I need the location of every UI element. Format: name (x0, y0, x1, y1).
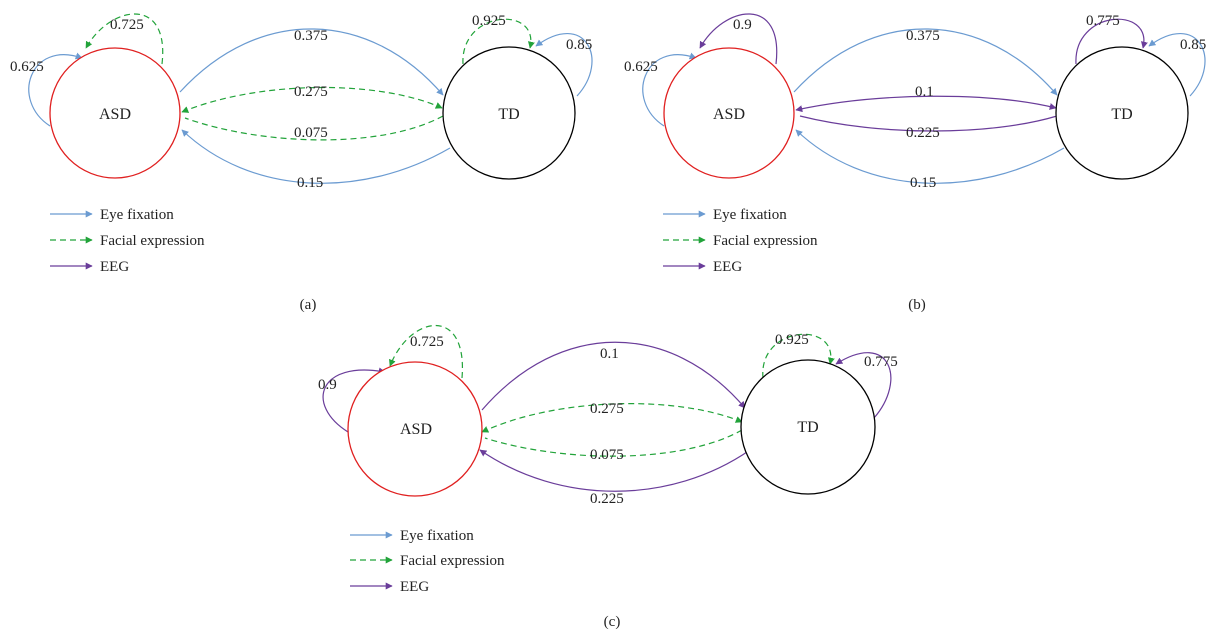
edge-asd-td-eye (179, 28, 444, 96)
edge-td-asd-facial (184, 115, 444, 141)
panel-caption: (b) (908, 297, 926, 313)
edge-label: 0.275 (294, 84, 328, 100)
edge-label: 0.15 (297, 175, 323, 191)
td-node (740, 359, 876, 495)
edge-label: 0.375 (906, 28, 940, 44)
legend-label-eye: Eye fixation (100, 207, 174, 223)
asd-node-label: ASD (99, 106, 131, 123)
edge-label: 0.85 (566, 37, 592, 53)
edge-asd-td-eeg (795, 95, 1057, 113)
edge-td-self-facial (462, 18, 535, 65)
edge-td-asd-eeg (799, 115, 1058, 132)
edge-label: 0.225 (590, 491, 624, 507)
legend-label-eye: Eye fixation (713, 207, 787, 223)
edge-label: 0.775 (1086, 13, 1120, 29)
asd-node-label: ASD (713, 106, 745, 123)
edge-label: 0.9 (318, 377, 337, 393)
edge-label: 0.9 (733, 17, 752, 33)
edge-asd-td-eye (793, 28, 1058, 96)
edge-label: 0.85 (1180, 37, 1206, 53)
edge-label: 0.1 (915, 84, 934, 100)
asd-node (49, 47, 181, 179)
td-node (442, 46, 576, 180)
edge-label: 0.625 (10, 59, 44, 75)
edge-label: 0.625 (624, 59, 658, 75)
panel-c: ASD TD 0.9 0.725 0.925 0.775 0.1 0.275 0… (318, 324, 898, 630)
edge-label: 0.775 (864, 354, 898, 370)
edge-td-self-eye (535, 32, 593, 97)
edge-label: 0.725 (110, 17, 144, 33)
legend: Eye fixation Facial expression EEG (350, 528, 505, 595)
panel-b: ASD TD 0.625 0.9 0.775 0.85 0.375 0.1 0.… (624, 13, 1206, 313)
edge-label: 0.275 (590, 401, 624, 417)
asd-node (663, 47, 795, 179)
edge-asd-self-eye (28, 52, 83, 127)
edge-label: 0.15 (910, 175, 936, 191)
td-node-label: TD (797, 419, 818, 436)
edge-asd-self-facial (85, 13, 164, 65)
edge-asd-td-facial (181, 86, 443, 113)
legend-label-eeg: EEG (713, 259, 742, 275)
panel-caption: (c) (604, 614, 621, 630)
edge-label: 0.925 (472, 13, 506, 29)
edge-label: 0.1 (600, 346, 619, 362)
legend-label-eeg: EEG (400, 579, 429, 595)
edge-td-self-eeg (1075, 18, 1148, 65)
edge-asd-td-eeg (481, 341, 746, 411)
edge-td-asd-eye (181, 129, 451, 184)
edge-label: 0.075 (294, 125, 328, 141)
edge-asd-td-facial (481, 403, 743, 433)
panel-caption: (a) (300, 297, 317, 313)
edge-label: 0.225 (906, 125, 940, 141)
panel-a: ASD TD 0.625 0.725 0.925 0.85 0.375 0.27… (10, 13, 593, 313)
legend-label-facial: Facial expression (713, 233, 818, 249)
td-node (1055, 46, 1189, 180)
edge-asd-self-eeg (322, 367, 386, 433)
edge-td-self-facial (762, 333, 835, 379)
asd-node-label: ASD (400, 421, 432, 438)
edge-td-self-eye (1148, 32, 1206, 97)
td-node-label: TD (1111, 106, 1132, 123)
legend-label-facial: Facial expression (400, 553, 505, 569)
edge-label: 0.375 (294, 28, 328, 44)
legend-label-facial: Facial expression (100, 233, 205, 249)
legend-label-eye: Eye fixation (400, 528, 474, 544)
edge-asd-self-facial (389, 324, 463, 379)
legend-label-eeg: EEG (100, 259, 129, 275)
edge-label: 0.725 (410, 334, 444, 350)
edge-td-asd-eye (795, 129, 1065, 184)
edge-asd-self-eeg (699, 13, 778, 65)
edge-asd-self-eye (642, 52, 697, 127)
asd-node (347, 361, 483, 497)
legend: Eye fixation Facial expression EEG (50, 207, 205, 275)
td-node-label: TD (498, 106, 519, 123)
legend: Eye fixation Facial expression EEG (663, 207, 818, 275)
edge-td-asd-facial (484, 429, 743, 457)
edge-label: 0.075 (590, 447, 624, 463)
edge-td-self-eeg (835, 352, 892, 419)
edge-td-asd-eeg (479, 449, 751, 492)
edge-label: 0.925 (775, 332, 809, 348)
